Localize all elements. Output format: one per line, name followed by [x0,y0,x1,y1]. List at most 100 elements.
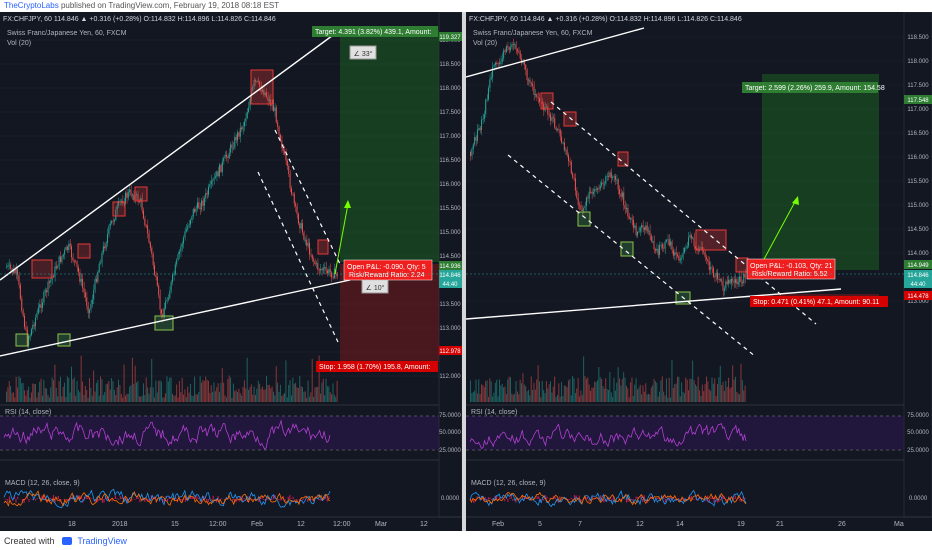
volume-bar [308,396,310,402]
volume-bar [304,391,306,402]
macd-bar [486,499,488,502]
candle [610,172,612,178]
price-tick: 118.500 [439,62,461,68]
candle [700,247,702,249]
candle [264,92,266,96]
candle [57,266,59,269]
candle [619,189,621,194]
volume-bar [675,383,677,402]
macd-bar [189,496,191,499]
left-channel-top[interactable] [274,129,341,265]
volume-bar [481,384,483,402]
left-channel-bottom[interactable] [257,171,339,343]
volume-bar [57,396,59,402]
left-angle-box-1 [349,45,377,60]
candle [478,128,480,130]
macd-bar [318,499,320,501]
candle [180,246,182,252]
macd-bar [642,499,644,502]
volume-bar [336,380,338,402]
right-support-line[interactable] [466,288,842,320]
volume-bar [523,384,525,402]
volume-bar [17,387,19,402]
volume-bar [44,387,46,402]
volume-bar [324,395,326,402]
candle [317,263,319,270]
left-tag-c-bg [439,279,462,288]
candle [636,232,638,236]
volume-bar [645,383,647,402]
volume-bar [115,395,117,402]
candle [661,244,663,248]
candle [617,179,619,190]
right-rsi-label: RSI (14, close) [471,409,517,416]
candle [256,81,258,82]
volume-bar [144,395,146,402]
macd-bar [15,499,17,503]
candle [554,118,556,128]
volume-bar [322,378,324,402]
right-chart-panel[interactable]: Target: 2.599 (2.26%) 259.9, Amount: 154… [466,12,932,531]
volume-bar [519,379,521,402]
left-arrow-head [344,200,351,208]
left-chart-panel[interactable]: ∠ 33° ∠ 10° Target: 4.391 (3.82%) 439.1,… [0,12,462,531]
right-vol-label: Vol (20) [473,40,497,47]
right-symbol-line[interactable]: FX:CHFJPY, 60 114.846 ▲ +0.316 (+0.28%) … [469,16,742,23]
left-lower-trendline[interactable] [0,279,351,357]
right-chart-canvas[interactable]: Target: 2.599 (2.26%) 259.9, Amount: 154… [466,12,932,531]
candle [717,272,718,280]
macd-bar [739,499,741,502]
right-box-4 [695,229,727,251]
left-projection-arrow [334,203,349,275]
volume-bar [245,388,247,402]
macd-bar [640,495,642,499]
candle [141,198,143,211]
macd-bar [233,499,235,503]
volume-bar [573,378,575,402]
candle [507,46,509,48]
macd-bar [75,499,77,500]
left-tag-a-bg [439,261,462,270]
tradingview-link[interactable]: TradingView [77,536,127,546]
volume-bar [66,376,68,402]
author-link[interactable]: TheCryptoLabs [4,1,59,10]
right-box-5 [735,257,749,273]
right-channel-top[interactable] [550,101,817,325]
left-upper-trendline[interactable] [0,29,341,281]
macd-bar [240,495,242,499]
macd-bar [271,499,273,501]
right-upper-trendline[interactable] [466,27,645,78]
volume-bar [260,388,262,402]
macd-bar [43,495,45,499]
volume-bar [526,391,528,402]
volume-bar [741,380,743,402]
macd-bar [521,495,524,499]
volume-bar [297,388,299,402]
candle [599,185,601,190]
candle [293,194,295,204]
candle [630,218,632,219]
candle [632,219,634,228]
right-channel-bottom[interactable] [507,154,757,358]
candle [712,268,714,277]
left-chart-canvas[interactable]: ∠ 33° ∠ 10° Target: 4.391 (3.82%) 439.1,… [0,12,462,531]
volume-bar [154,397,155,402]
left-symbol-line[interactable]: FX:CHFJPY, 60 114.846 ▲ +0.316 (+0.28%) … [3,16,276,23]
candle [46,290,48,293]
macd-bar [525,496,527,499]
candle [525,64,527,71]
candle [91,299,93,305]
macd-bar [320,499,322,501]
volume-bar [497,396,499,402]
candle [581,209,583,211]
volume-bar [661,376,663,402]
macd-bar [7,499,9,503]
volume-bar [718,377,720,402]
macd-bar [546,496,548,499]
candle [674,252,676,256]
volume-bar [221,368,223,402]
candle [62,254,64,257]
volume-bar [543,390,545,402]
volume-bar [216,387,218,402]
volume-bar [176,384,178,402]
